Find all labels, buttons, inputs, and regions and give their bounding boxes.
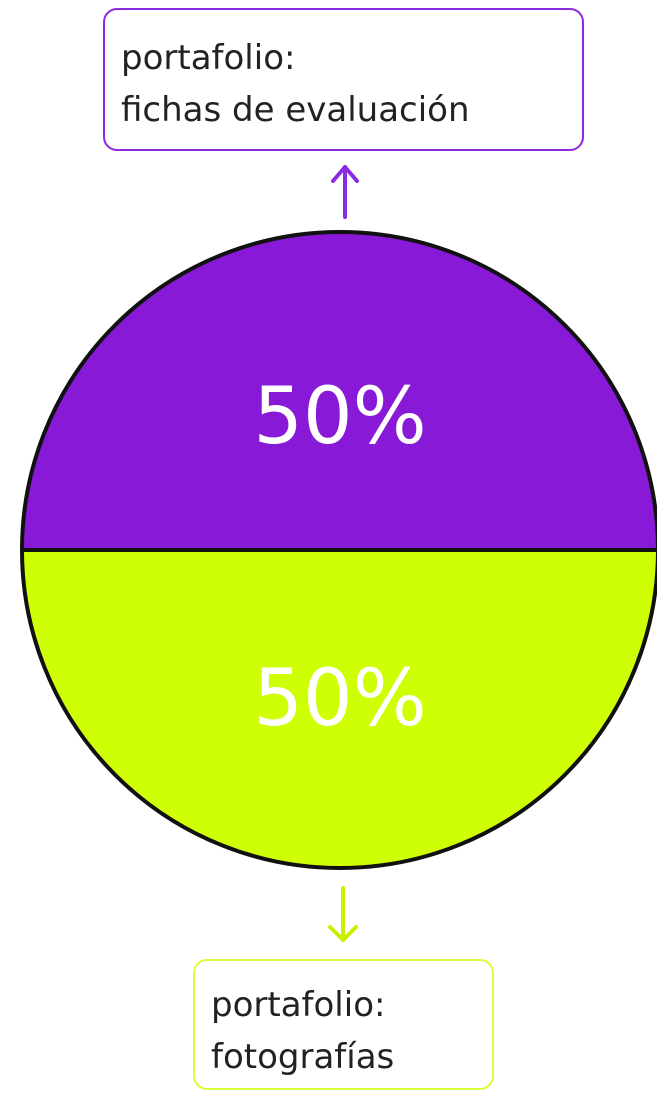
- legend-label-evaluacion: portafolio: fichas de evaluación: [103, 8, 584, 151]
- data-label-evaluacion: 50%: [253, 372, 426, 462]
- label-line-1: portafolio:: [211, 985, 386, 1025]
- pie-slices: [22, 232, 657, 868]
- pie-outline: [20, 230, 657, 870]
- label-line-2: fichas de evaluación: [121, 90, 470, 130]
- arrow-down-icon: [328, 886, 358, 942]
- data-label-fotografias: 50%: [253, 654, 426, 744]
- arrow-up-icon: [331, 165, 359, 219]
- slice-fotografias: [22, 550, 657, 868]
- label-line-1: portafolio:: [121, 38, 296, 78]
- legend-label-fotografias: portafolio: fotografías: [193, 959, 494, 1090]
- slice-evaluacion: [22, 232, 657, 550]
- label-line-2: fotografías: [211, 1037, 395, 1077]
